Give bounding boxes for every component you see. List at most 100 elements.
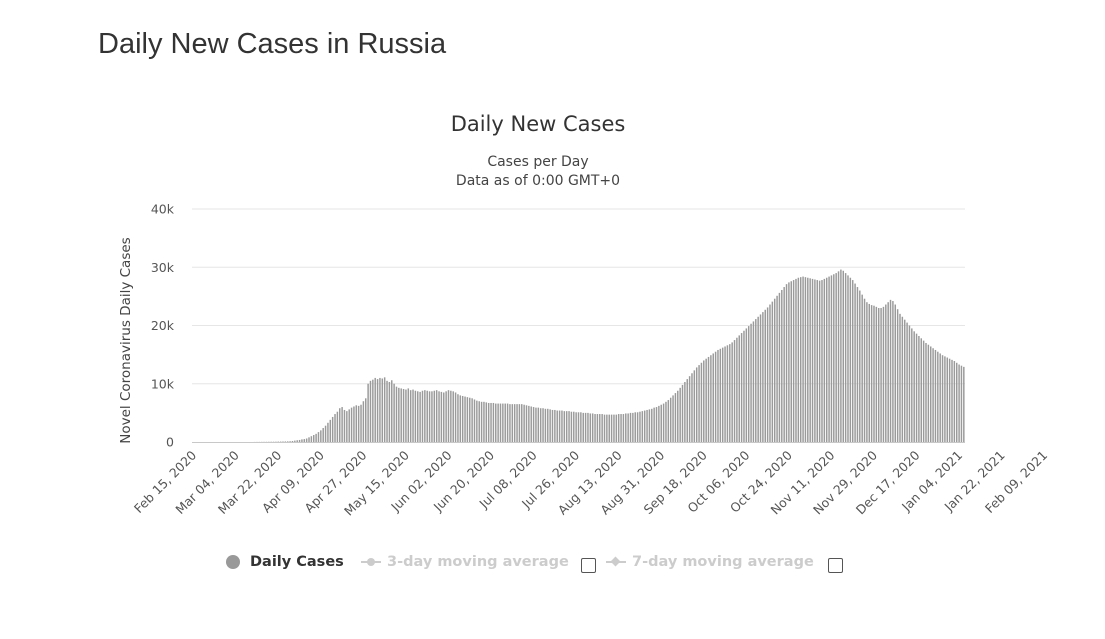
- legend-item-3-day-average[interactable]: 3-day moving average: [361, 554, 569, 570]
- bar-daily-cases[interactable]: [776, 295, 778, 442]
- bar-daily-cases[interactable]: [889, 299, 892, 442]
- bar-daily-cases[interactable]: [547, 408, 549, 442]
- bar-daily-cases[interactable]: [896, 309, 899, 442]
- bar-daily-cases[interactable]: [450, 390, 452, 442]
- toggle-3-day-average-checkbox[interactable]: [581, 558, 596, 573]
- bar-daily-cases[interactable]: [653, 407, 655, 442]
- bar-daily-cases[interactable]: [613, 414, 615, 442]
- bar-daily-cases[interactable]: [908, 325, 911, 443]
- bar-daily-cases[interactable]: [781, 289, 783, 442]
- bar-daily-cases[interactable]: [362, 401, 365, 442]
- bar-daily-cases[interactable]: [915, 333, 918, 442]
- bar-daily-cases[interactable]: [487, 402, 490, 442]
- bar-daily-cases[interactable]: [372, 379, 374, 442]
- bar-daily-cases[interactable]: [582, 412, 584, 443]
- bar-daily-cases[interactable]: [721, 347, 724, 442]
- bar-daily-cases[interactable]: [282, 441, 284, 442]
- bar-daily-cases[interactable]: [445, 391, 447, 442]
- bar-daily-cases[interactable]: [570, 411, 573, 442]
- bar-daily-cases[interactable]: [658, 405, 660, 442]
- bar-daily-cases[interactable]: [951, 359, 953, 442]
- bar-daily-cases[interactable]: [946, 357, 949, 442]
- bar-daily-cases[interactable]: [391, 380, 393, 442]
- bar-daily-cases[interactable]: [532, 407, 535, 442]
- bar-daily-cases[interactable]: [386, 380, 388, 442]
- bar-daily-cases[interactable]: [698, 365, 700, 442]
- bar-daily-cases[interactable]: [497, 403, 499, 442]
- bar-daily-cases[interactable]: [329, 419, 332, 442]
- bar-daily-cases[interactable]: [324, 425, 327, 442]
- bar-daily-cases[interactable]: [466, 397, 469, 442]
- bar-daily-cases[interactable]: [842, 270, 844, 442]
- bar-daily-cases[interactable]: [807, 277, 809, 442]
- bar-daily-cases[interactable]: [752, 321, 755, 442]
- bar-daily-cases[interactable]: [665, 401, 667, 442]
- bar-daily-cases[interactable]: [899, 313, 901, 442]
- bar-daily-cases[interactable]: [733, 340, 736, 442]
- bar-daily-cases[interactable]: [729, 344, 731, 442]
- bar-daily-cases[interactable]: [882, 306, 885, 442]
- bar-daily-cases[interactable]: [799, 277, 802, 442]
- bar-daily-cases[interactable]: [783, 287, 785, 442]
- bar-daily-cases[interactable]: [393, 383, 395, 442]
- bar-daily-cases[interactable]: [516, 404, 518, 442]
- bar-daily-cases[interactable]: [573, 411, 575, 442]
- bar-daily-cases[interactable]: [459, 395, 462, 442]
- bar-daily-cases[interactable]: [469, 397, 471, 442]
- bar-series-daily-cases[interactable]: [253, 269, 965, 443]
- bar-daily-cases[interactable]: [471, 398, 473, 442]
- bar-daily-cases[interactable]: [584, 412, 587, 443]
- bar-daily-cases[interactable]: [480, 401, 483, 442]
- bar-daily-cases[interactable]: [859, 290, 861, 442]
- bar-daily-cases[interactable]: [596, 414, 599, 442]
- bar-daily-cases[interactable]: [528, 405, 530, 442]
- bar-daily-cases[interactable]: [840, 269, 842, 442]
- bar-daily-cases[interactable]: [568, 411, 570, 442]
- bar-daily-cases[interactable]: [669, 397, 672, 442]
- bar-daily-cases[interactable]: [814, 279, 816, 442]
- bar-daily-cases[interactable]: [851, 280, 854, 442]
- bar-daily-cases[interactable]: [376, 379, 379, 442]
- bar-daily-cases[interactable]: [563, 411, 566, 442]
- bar-daily-cases[interactable]: [296, 440, 298, 442]
- bar-daily-cases[interactable]: [750, 323, 752, 442]
- bar-daily-cases[interactable]: [788, 282, 790, 442]
- bar-daily-cases[interactable]: [336, 411, 339, 442]
- bar-daily-cases[interactable]: [875, 306, 878, 442]
- bar-daily-cases[interactable]: [379, 377, 381, 442]
- bar-daily-cases[interactable]: [537, 407, 540, 442]
- bar-daily-cases[interactable]: [667, 400, 670, 442]
- bar-daily-cases[interactable]: [521, 404, 523, 442]
- bar-daily-cases[interactable]: [797, 277, 800, 442]
- bar-daily-cases[interactable]: [828, 276, 830, 442]
- bar-daily-cases[interactable]: [615, 414, 618, 442]
- bar-daily-cases[interactable]: [655, 407, 658, 442]
- bar-daily-cases[interactable]: [499, 403, 502, 442]
- bar-daily-cases[interactable]: [315, 433, 317, 442]
- bar-daily-cases[interactable]: [866, 302, 868, 442]
- bar-daily-cases[interactable]: [606, 414, 608, 442]
- bar-daily-cases[interactable]: [681, 384, 684, 442]
- bar-daily-cases[interactable]: [695, 367, 698, 442]
- bar-daily-cases[interactable]: [601, 414, 603, 442]
- bar-daily-cases[interactable]: [688, 376, 691, 442]
- bar-daily-cases[interactable]: [929, 346, 932, 442]
- bar-daily-cases[interactable]: [762, 312, 764, 442]
- bar-daily-cases[interactable]: [355, 405, 358, 442]
- bar-daily-cases[interactable]: [513, 404, 516, 442]
- bar-daily-cases[interactable]: [511, 404, 514, 442]
- bar-daily-cases[interactable]: [939, 353, 941, 442]
- bar-daily-cases[interactable]: [823, 278, 826, 442]
- bar-daily-cases[interactable]: [724, 346, 726, 442]
- bar-daily-cases[interactable]: [712, 353, 714, 442]
- bar-daily-cases[interactable]: [861, 294, 863, 442]
- bar-daily-cases[interactable]: [811, 278, 814, 442]
- bar-daily-cases[interactable]: [700, 362, 703, 442]
- bar-daily-cases[interactable]: [672, 395, 674, 442]
- bar-daily-cases[interactable]: [747, 326, 750, 442]
- bar-daily-cases[interactable]: [833, 274, 835, 442]
- bar-daily-cases[interactable]: [353, 406, 355, 442]
- bar-daily-cases[interactable]: [374, 377, 376, 442]
- bar-daily-cases[interactable]: [554, 409, 556, 442]
- bar-daily-cases[interactable]: [558, 410, 561, 442]
